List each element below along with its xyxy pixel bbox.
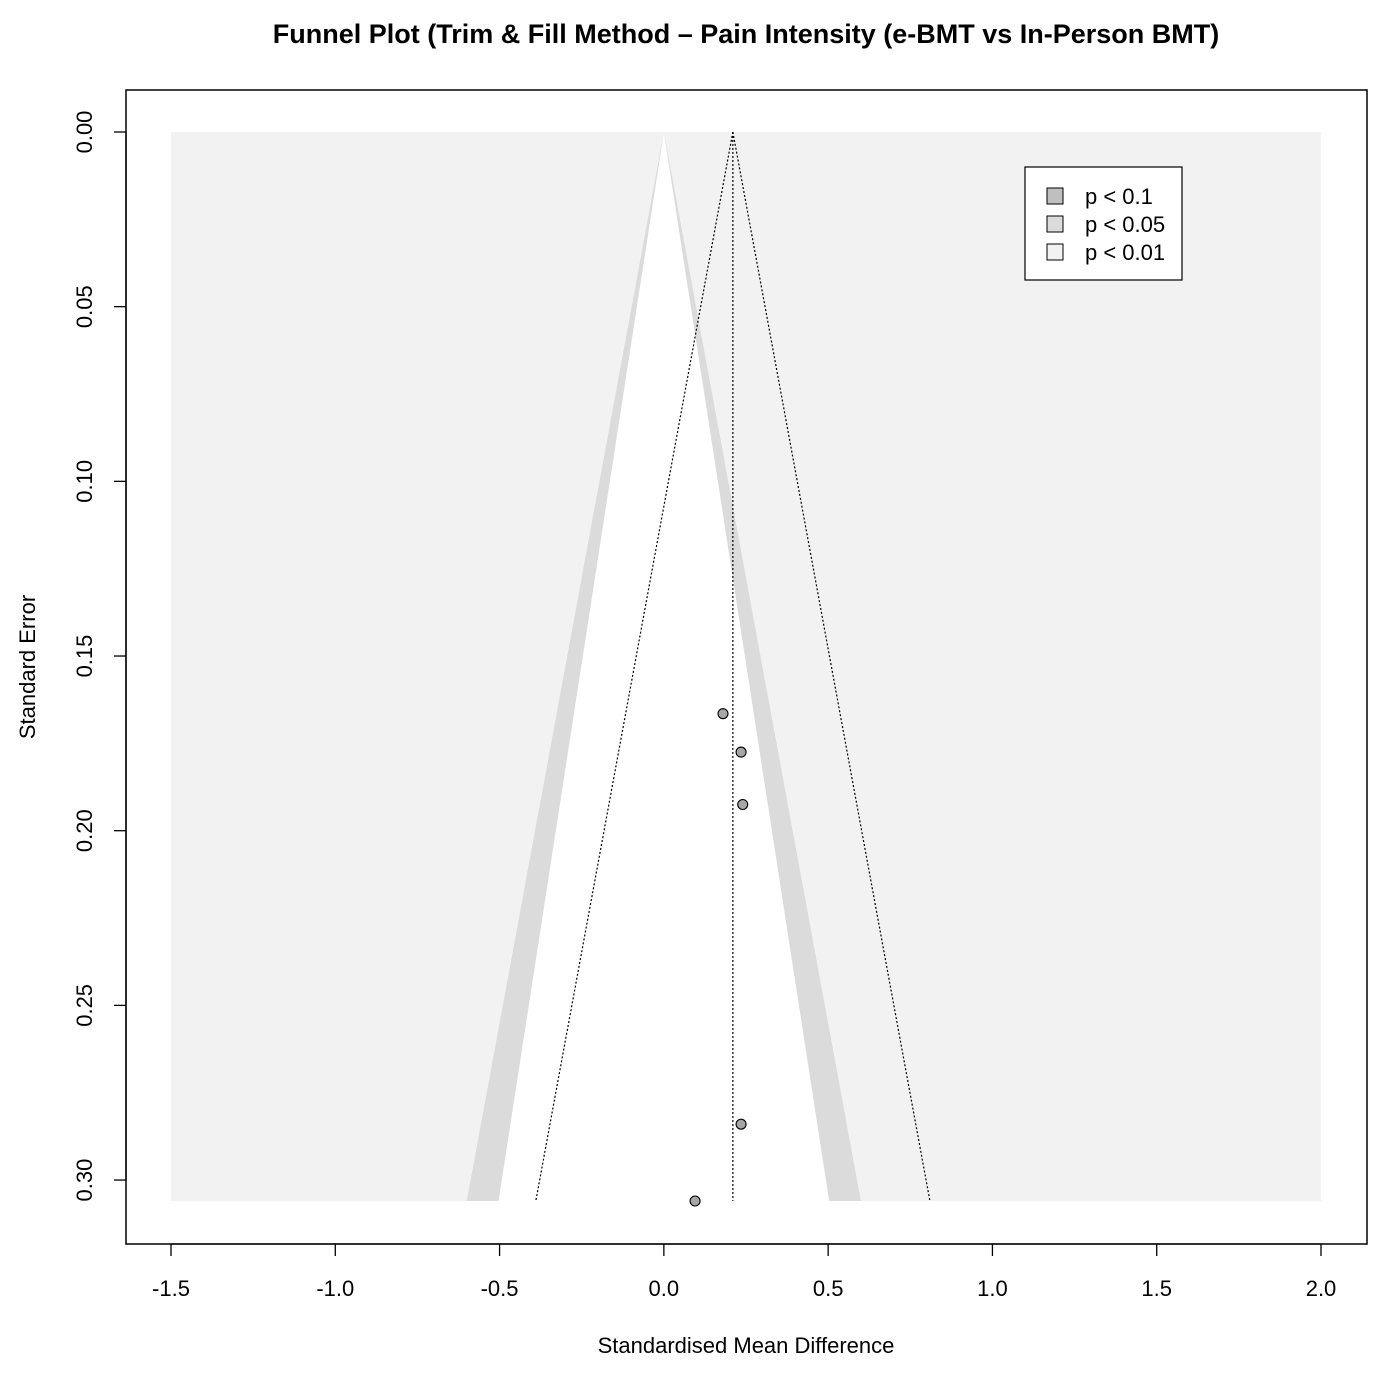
study-point [735,746,747,758]
chart-title: Funnel Plot (Trim & Fill Method – Pain I… [273,19,1220,49]
y-tick-label: 0.25 [72,984,97,1027]
funnel-left-line [535,131,734,1202]
legend: p < 0.1 p < 0.05 p < 0.01 [1024,166,1183,281]
y-axis-label: Standard Error [15,595,40,739]
x-tick-label: -1.5 [152,1276,190,1301]
y-tick-label: 0.00 [72,111,97,154]
funnel-right-line [732,131,931,1202]
x-tick-label: 1.0 [977,1276,1008,1301]
x-tick-label: 2.0 [1306,1276,1337,1301]
non-significant-region [498,132,830,1201]
legend-swatch [1046,215,1064,233]
study-point [737,798,749,811]
study-point [717,708,729,720]
x-axis-label: Standardised Mean Difference [598,1333,895,1358]
x-tick-label: 1.5 [1141,1276,1172,1301]
y-tick-label: 0.20 [72,809,97,852]
x-tick-label: 0.0 [649,1276,680,1301]
y-tick-label: 0.30 [72,1159,97,1202]
study-point [689,1195,701,1207]
legend-swatch [1046,187,1064,205]
legend-label: p < 0.01 [1085,240,1165,265]
axes: -1.5 -1.0 -0.5 0.0 0.5 1.0 1.5 2.0 0.00 0.05 0.10 0… [72,111,1336,1301]
study-point [735,1118,747,1130]
x-tick-label: -1.0 [316,1276,354,1301]
x-tick-label: 0.5 [813,1276,844,1301]
y-tick-label: 0.15 [72,635,97,678]
legend-label: p < 0.1 [1085,184,1153,209]
legend-swatch [1046,243,1064,261]
plot-area [171,131,1321,1207]
legend-label: p < 0.05 [1085,212,1165,237]
x-tick-label: -0.5 [481,1276,519,1301]
y-tick-label: 0.05 [72,285,97,328]
y-tick-label: 0.10 [72,460,97,503]
